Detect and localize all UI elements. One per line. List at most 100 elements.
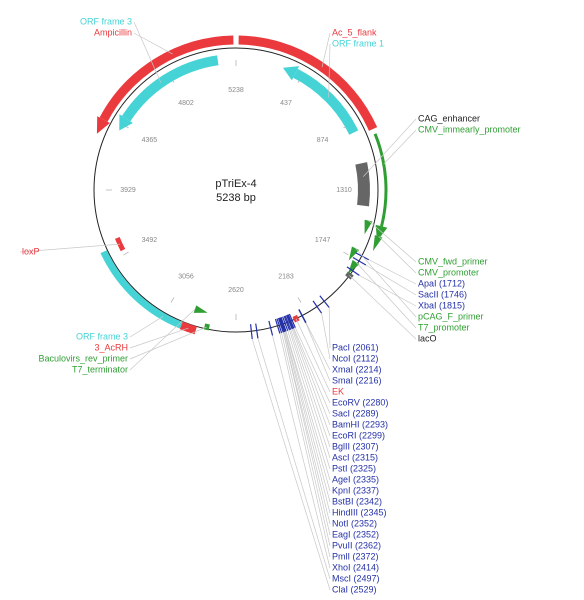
- leader-line: [19, 243, 121, 253]
- site-label: AgeI (2335): [332, 474, 379, 484]
- site-label: XhoI (2414): [332, 562, 379, 572]
- tick-label: 3492: [142, 237, 158, 244]
- leader-line: [321, 313, 331, 360]
- site-tick: [283, 315, 291, 331]
- baculo-primer-arc: [203, 323, 210, 331]
- site-tick: [287, 314, 295, 329]
- site-tick: [278, 317, 285, 333]
- leader-line: [368, 220, 417, 263]
- leader-line: [284, 331, 331, 514]
- primer-arrow: [347, 260, 360, 275]
- site-label: EagI (2352): [332, 529, 379, 539]
- leader-line: [359, 275, 417, 307]
- ampicillin-arc-head: [96, 116, 110, 134]
- feature-label: CMV_fwd_primer: [418, 256, 488, 266]
- backbone: [93, 47, 379, 333]
- site-tick: [284, 315, 292, 330]
- site-label: SmaI (2216): [332, 375, 382, 385]
- feature-label: pCAG_F_primer: [418, 311, 484, 321]
- leader-line: [363, 118, 417, 177]
- site-label: SacI (2289): [332, 408, 379, 418]
- leader-line: [368, 259, 417, 285]
- leader-line: [355, 261, 417, 329]
- tick-mark: [170, 297, 175, 303]
- site-tick: [280, 317, 287, 332]
- ampicillin-arc: [99, 35, 234, 122]
- primer-arrow: [373, 235, 383, 252]
- tick-label: 874: [317, 137, 329, 144]
- leader-line: [133, 32, 173, 55]
- site-tick: [255, 323, 259, 339]
- feature-label: Ac_5_flank: [332, 27, 377, 37]
- leader-line: [328, 307, 331, 349]
- tick-label: 3056: [178, 273, 194, 280]
- tick-label: 2620: [228, 287, 244, 294]
- leader-line: [328, 43, 331, 98]
- leader-line: [283, 332, 331, 536]
- plasmid-name: pTriEx-4: [215, 178, 256, 190]
- feature-label: Baculovirs_rev_primer: [38, 353, 128, 363]
- tick-mark: [123, 251, 129, 256]
- site-label: SacII (1746): [418, 289, 467, 299]
- site-tick: [319, 295, 330, 308]
- tick-mark: [343, 251, 349, 256]
- primer-arrow: [193, 305, 208, 313]
- feature-label: ORF frame 3: [80, 16, 132, 26]
- leader-line: [272, 335, 331, 569]
- feature-label: Ampicillin: [94, 27, 132, 37]
- site-label: ApaI (1712): [418, 278, 465, 288]
- feature-label: CMV_immearly_promoter: [418, 124, 521, 134]
- site-label: EcoRV (2280): [332, 397, 388, 407]
- leader-line: [285, 331, 331, 492]
- site-tick: [274, 318, 281, 334]
- feature-label: T7_terminator: [72, 364, 128, 374]
- leader-line: [305, 322, 331, 371]
- site-tick: [282, 316, 289, 331]
- site-label: ClaI (2529): [332, 584, 377, 594]
- site-tick: [249, 324, 253, 340]
- site-tick: [268, 320, 274, 336]
- leader-line: [290, 329, 331, 448]
- feature-label: CAG_enhancer: [418, 113, 480, 123]
- leader-line: [285, 331, 331, 481]
- site-label: PvuII (2362): [332, 540, 381, 550]
- leader-line: [295, 327, 331, 404]
- site-label: BglII (2307): [332, 441, 379, 451]
- feature-label: lacO: [418, 333, 437, 343]
- primer-arrow: [348, 246, 360, 261]
- leader-line: [295, 318, 331, 393]
- leader-line: [349, 275, 417, 340]
- site-tick: [346, 266, 360, 276]
- site-tick: [286, 314, 294, 329]
- ac5-flank-arc: [238, 35, 378, 131]
- feature-label: 3_AcRH: [94, 342, 128, 352]
- leader-line: [289, 330, 331, 459]
- feature-label: ORF frame 3: [76, 331, 128, 341]
- primer-arrow: [364, 219, 373, 235]
- site-tick: [288, 313, 296, 329]
- site-label: EcoRI (2299): [332, 430, 385, 440]
- feature-label: CMV_promoter: [418, 267, 479, 277]
- site-tick: [286, 314, 293, 330]
- site-tick: [312, 300, 323, 314]
- feature-label: ORF frame 1: [332, 38, 384, 48]
- tick-label: 4802: [178, 100, 194, 107]
- orf1-arc-head: [282, 66, 300, 81]
- leader-line: [287, 330, 331, 470]
- orf3-bottom-arc: [100, 250, 183, 329]
- tick-label: 3929: [120, 187, 136, 194]
- tick-label: 1747: [315, 237, 331, 244]
- site-tick: [278, 317, 284, 333]
- site-label: PstI (2325): [332, 463, 376, 473]
- plasmid-size: 5238 bp: [216, 192, 256, 204]
- tick-label: 1310: [336, 187, 352, 194]
- leader-line: [257, 338, 331, 580]
- leader-line: [293, 328, 331, 415]
- leader-line: [383, 129, 417, 165]
- leader-line: [355, 248, 417, 318]
- leader-line: [129, 308, 196, 371]
- site-label: PacI (2061): [332, 342, 379, 352]
- site-label: KpnI (2337): [332, 485, 379, 495]
- orf1-arc: [293, 68, 359, 135]
- site-label: MscI (2497): [332, 573, 380, 583]
